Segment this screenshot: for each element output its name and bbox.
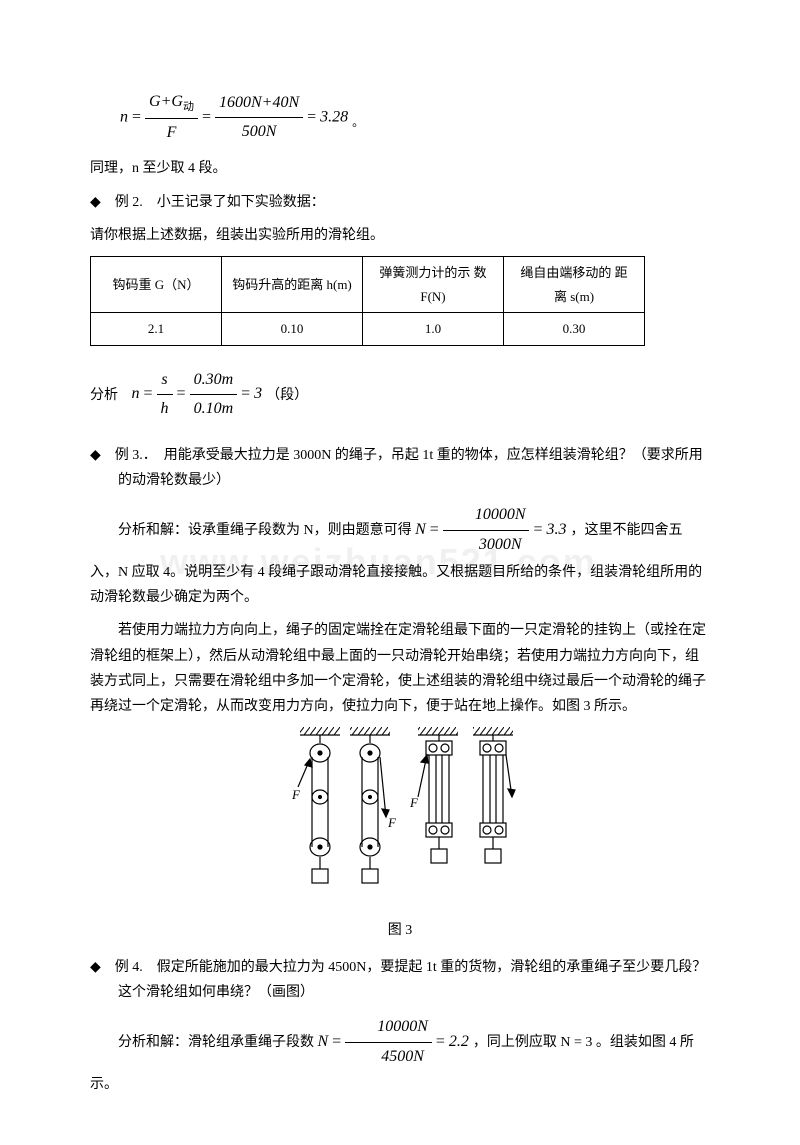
eq2-num2: 0.30m <box>190 366 238 396</box>
col-header-2: 钩码升高的距离 h(m) <box>222 257 363 313</box>
cell-2: 0.10 <box>222 313 363 345</box>
eq3-num: 10000N <box>443 501 530 531</box>
figure-3-caption: 图 3 <box>90 918 710 943</box>
eq2-num: s <box>157 366 173 396</box>
example-2-prompt: 请你根据上述数据，组装出实验所用的滑轮组。 <box>90 223 710 248</box>
eq4-lhs: N <box>318 1033 329 1050</box>
eq4-den: 4500N <box>345 1043 432 1072</box>
data-table: 钩码重 G（N） 钩码升高的距离 h(m) 弹簧测力计的示 数 F(N) 绳自由… <box>90 256 645 345</box>
eq2-lhs: n <box>132 385 140 402</box>
eq1-num: G+G动 <box>145 88 198 119</box>
ex4-a-pre: 分析和解：滑轮组承重绳子段数 <box>118 1035 318 1050</box>
figure-3: F F F <box>90 727 710 943</box>
eq3-lhs: N <box>415 521 426 538</box>
eq1-result: 3.28 <box>320 109 348 126</box>
example-3-analysis-2: 若使用力端拉力方向向上，绳子的固定端拴在定滑轮组最下面的一只定滑轮的挂钩上（或拴… <box>90 618 710 719</box>
eq1-lhs: n <box>120 109 128 126</box>
example-4-title: ◆ 例 4. 假定所能施加的最大拉力为 4500N，要提起 1t 重的货物，滑轮… <box>90 954 710 1005</box>
svg-text:F: F <box>387 815 397 830</box>
ex3-title-text: 例 3.． 用能承受最大拉力是 3000N 的绳子，吊起 1t 重的物体，应怎样… <box>115 448 703 488</box>
example-2-title: ◆ 例 2. 小王记录了如下实验数据： <box>90 189 710 215</box>
cell-3: 1.0 <box>363 313 504 345</box>
cell-4: 0.30 <box>504 313 645 345</box>
analysis-label: 分析 <box>90 387 118 402</box>
svg-text:F: F <box>409 795 419 810</box>
equation-1: n = G+G动F = 1600N+40N500N = 3.28 。 <box>120 88 710 148</box>
line-same-reason: 同理，n 至少取 4 段。 <box>90 156 710 181</box>
ex2-title-text: 例 2. 小王记录了如下实验数据： <box>115 195 325 210</box>
eq2-den: h <box>157 395 173 424</box>
table-header-row: 钩码重 G（N） 钩码升高的距离 h(m) 弹簧测力计的示 数 F(N) 绳自由… <box>91 257 645 313</box>
eq4-result: 2.2 <box>449 1033 469 1050</box>
table-row: 2.1 0.10 1.0 0.30 <box>91 313 645 345</box>
example-3-analysis-1: 分析和解：设承重绳子段数为 N，则由题意可得 N = 10000N3000N =… <box>90 501 710 610</box>
ex4-title-text: 例 4. 假定所能施加的最大拉力为 4500N，要提起 1t 重的货物，滑轮组的… <box>115 960 707 1000</box>
col-header-4: 绳自由端移动的 距离 s(m) <box>504 257 645 313</box>
eq1-note: 。 <box>352 115 364 129</box>
eq4-num: 10000N <box>345 1013 432 1043</box>
analysis-line: 分析 n = sh = 0.30m0.10m = 3 （段） <box>90 366 710 425</box>
col-header-3: 弹簧测力计的示 数 F(N) <box>363 257 504 313</box>
eq2-unit: （段） <box>266 387 308 402</box>
eq1-den: F <box>145 119 198 148</box>
svg-text:F: F <box>291 787 301 802</box>
eq1-den2: 500N <box>215 118 303 147</box>
eq2-den2: 0.10m <box>190 395 238 424</box>
eq2-result: 3 <box>254 385 262 402</box>
eq1-num2: 1600N+40N <box>215 89 303 119</box>
ex3-a1-pre: 分析和解：设承重绳子段数为 N，则由题意可得 <box>118 523 415 538</box>
eq3-den: 3000N <box>443 531 530 560</box>
example-3-title: ◆ 例 3.． 用能承受最大拉力是 3000N 的绳子，吊起 1t 重的物体，应… <box>90 442 710 493</box>
example-4-analysis: 分析和解：滑轮组承重绳子段数 N = 10000N4500N = 2.2 ，同上… <box>90 1013 710 1097</box>
cell-1: 2.1 <box>91 313 222 345</box>
col-header-1: 钩码重 G（N） <box>91 257 222 313</box>
eq3-result: 3.3 <box>547 521 567 538</box>
